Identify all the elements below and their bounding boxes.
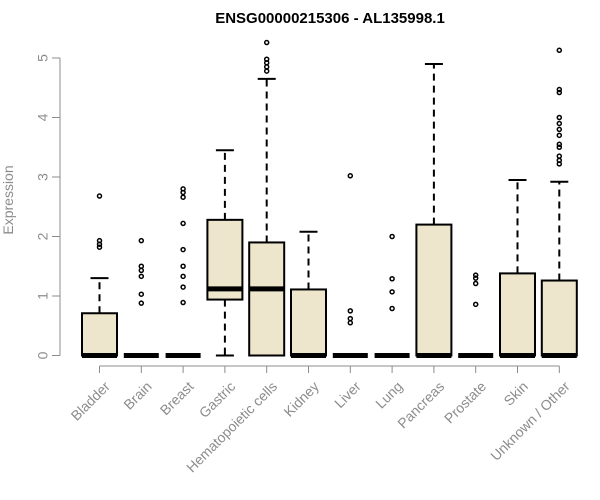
y-tick-label: 0 (35, 351, 51, 359)
x-tick-label: Prostate (441, 378, 489, 426)
outlier-point (556, 89, 563, 96)
outlier-point (180, 194, 186, 200)
y-tick-label: 5 (35, 54, 51, 62)
outlier-point (96, 193, 103, 199)
box-group (458, 272, 494, 358)
outlier-point (556, 114, 563, 121)
outlier-point (138, 273, 145, 280)
y-axis-label: Expression (0, 165, 16, 234)
box-group (290, 230, 327, 358)
box-iqr (540, 279, 578, 357)
y-tick-label: 1 (35, 292, 51, 300)
outlier-point (389, 305, 395, 312)
box-group (248, 39, 286, 357)
outlier-point (138, 300, 145, 306)
outlier-point (180, 284, 186, 290)
outlier-point (180, 299, 186, 306)
x-tick-label: Bladder (68, 378, 114, 424)
outlier-point (556, 132, 563, 139)
outlier-point (347, 320, 354, 326)
box-iqr (206, 218, 244, 301)
box-iqr (248, 241, 286, 357)
outlier-point (472, 272, 479, 278)
outlier-point (138, 267, 145, 274)
box-group (206, 149, 244, 357)
box-group (332, 173, 368, 358)
y-tick-label: 3 (35, 173, 51, 181)
outlier-point (347, 315, 354, 322)
outlier-point (180, 246, 186, 253)
outlier-point (472, 280, 479, 287)
outlier-point (96, 244, 103, 250)
y-tick-label: 2 (35, 232, 51, 240)
box-group (499, 178, 536, 358)
outlier-point (389, 289, 395, 295)
outlier-point (556, 120, 563, 127)
box-group (540, 47, 578, 358)
x-tick-label: Breast (157, 378, 197, 418)
outlier-point (347, 173, 354, 179)
box-iqr (415, 223, 453, 357)
x-tick-label: Lung (372, 378, 405, 411)
chart-title: ENSG00000215306 - AL135998.1 (215, 10, 445, 27)
outlier-point (263, 68, 270, 74)
box-group (165, 186, 201, 358)
boxplot-series (81, 39, 578, 358)
box-iqr (290, 288, 327, 357)
outlier-point (472, 275, 479, 281)
y-tick-label: 4 (35, 113, 51, 121)
outlier-point (96, 237, 103, 244)
outlier-point (556, 126, 563, 133)
outlier-point (389, 233, 395, 240)
x-tick-label: Brain (120, 378, 154, 412)
outlier-point (180, 220, 186, 227)
outlier-point (263, 56, 270, 62)
outlier-point (556, 157, 563, 164)
y-axis: 0 1 2 3 4 5 (35, 54, 61, 359)
outlier-point (138, 263, 145, 269)
box-group (415, 62, 453, 358)
box-group (374, 233, 410, 358)
x-tick-label: Kidney (280, 378, 322, 420)
outlier-point (472, 301, 479, 308)
outlier-point (556, 86, 563, 93)
outlier-point (180, 273, 186, 280)
x-tick-label: Liver (331, 378, 364, 411)
outlier-point (556, 141, 563, 148)
outlier-point (556, 47, 563, 54)
box-iqr (499, 272, 536, 357)
outlier-point (263, 39, 270, 46)
outlier-point (138, 237, 145, 244)
box-group (123, 237, 159, 358)
outlier-point (180, 263, 186, 269)
outlier-point (263, 64, 270, 70)
outlier-point (138, 291, 145, 297)
outlier-point (389, 275, 395, 282)
x-tick-label: Unknown / Other (487, 378, 573, 464)
outlier-point (347, 308, 354, 314)
x-tick-label: Skin (500, 378, 531, 409)
outlier-point (180, 186, 186, 192)
box-iqr (81, 312, 118, 357)
box-group (81, 193, 118, 358)
outlier-point (556, 153, 563, 159)
outlier-point (556, 144, 563, 150)
